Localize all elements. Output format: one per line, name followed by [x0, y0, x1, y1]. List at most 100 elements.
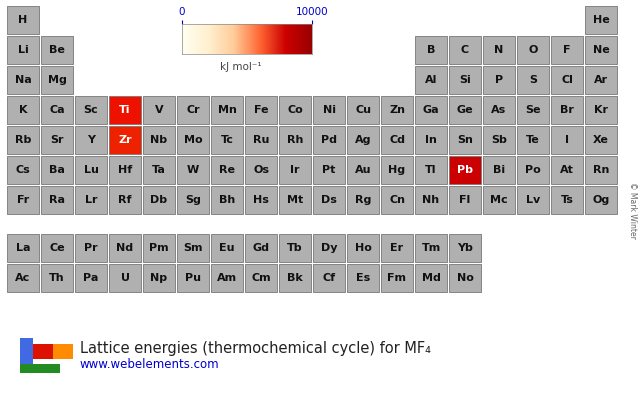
- FancyBboxPatch shape: [517, 96, 549, 124]
- Text: Lr: Lr: [84, 195, 97, 205]
- FancyBboxPatch shape: [415, 186, 447, 214]
- Text: Pu: Pu: [185, 273, 201, 283]
- FancyBboxPatch shape: [143, 234, 175, 262]
- Text: Pt: Pt: [323, 165, 336, 175]
- FancyBboxPatch shape: [75, 234, 107, 262]
- Text: Po: Po: [525, 165, 541, 175]
- Text: Ts: Ts: [561, 195, 573, 205]
- Text: N: N: [494, 45, 504, 55]
- Text: K: K: [19, 105, 28, 115]
- Text: Ca: Ca: [49, 105, 65, 115]
- Text: Au: Au: [355, 165, 371, 175]
- Text: Mn: Mn: [218, 105, 236, 115]
- Text: Mt: Mt: [287, 195, 303, 205]
- Text: Pd: Pd: [321, 135, 337, 145]
- FancyBboxPatch shape: [347, 126, 379, 154]
- Text: Gd: Gd: [253, 243, 269, 253]
- Text: Bi: Bi: [493, 165, 505, 175]
- FancyBboxPatch shape: [449, 234, 481, 262]
- Text: Rb: Rb: [15, 135, 31, 145]
- FancyBboxPatch shape: [517, 126, 549, 154]
- Text: Th: Th: [49, 273, 65, 283]
- Text: Yb: Yb: [457, 243, 473, 253]
- Text: Cs: Cs: [15, 165, 30, 175]
- Text: kJ mol⁻¹: kJ mol⁻¹: [220, 62, 261, 72]
- FancyBboxPatch shape: [211, 234, 243, 262]
- Text: Mc: Mc: [490, 195, 508, 205]
- FancyBboxPatch shape: [381, 234, 413, 262]
- Text: Br: Br: [560, 105, 574, 115]
- Text: Hg: Hg: [388, 165, 406, 175]
- Text: O: O: [528, 45, 538, 55]
- Text: Lv: Lv: [526, 195, 540, 205]
- Text: Db: Db: [150, 195, 168, 205]
- FancyBboxPatch shape: [7, 96, 39, 124]
- FancyBboxPatch shape: [41, 234, 73, 262]
- Text: C: C: [461, 45, 469, 55]
- FancyBboxPatch shape: [347, 234, 379, 262]
- Text: Tb: Tb: [287, 243, 303, 253]
- Text: Ru: Ru: [253, 135, 269, 145]
- Text: Cn: Cn: [389, 195, 405, 205]
- FancyBboxPatch shape: [381, 186, 413, 214]
- FancyBboxPatch shape: [551, 126, 583, 154]
- Text: Dy: Dy: [321, 243, 337, 253]
- Text: La: La: [16, 243, 30, 253]
- Text: Hs: Hs: [253, 195, 269, 205]
- FancyBboxPatch shape: [415, 156, 447, 184]
- FancyBboxPatch shape: [449, 156, 481, 184]
- Text: F: F: [563, 45, 571, 55]
- FancyBboxPatch shape: [143, 156, 175, 184]
- FancyBboxPatch shape: [75, 156, 107, 184]
- Bar: [20, 338, 33, 364]
- Text: W: W: [187, 165, 199, 175]
- FancyBboxPatch shape: [245, 156, 277, 184]
- FancyBboxPatch shape: [211, 156, 243, 184]
- Text: Er: Er: [390, 243, 404, 253]
- Text: Al: Al: [425, 75, 437, 85]
- FancyBboxPatch shape: [177, 156, 209, 184]
- Text: Lattice energies (thermochemical cycle) for MF₄: Lattice energies (thermochemical cycle) …: [80, 340, 431, 356]
- Text: Be: Be: [49, 45, 65, 55]
- FancyBboxPatch shape: [211, 126, 243, 154]
- Text: Si: Si: [459, 75, 471, 85]
- Text: Mg: Mg: [47, 75, 67, 85]
- FancyBboxPatch shape: [279, 156, 311, 184]
- Text: Cl: Cl: [561, 75, 573, 85]
- Text: U: U: [120, 273, 129, 283]
- FancyBboxPatch shape: [585, 36, 617, 64]
- FancyBboxPatch shape: [177, 234, 209, 262]
- Text: Sg: Sg: [185, 195, 201, 205]
- FancyBboxPatch shape: [41, 66, 73, 94]
- Text: Es: Es: [356, 273, 370, 283]
- Text: Lu: Lu: [84, 165, 99, 175]
- Text: Fm: Fm: [387, 273, 406, 283]
- FancyBboxPatch shape: [143, 126, 175, 154]
- FancyBboxPatch shape: [177, 126, 209, 154]
- FancyBboxPatch shape: [109, 156, 141, 184]
- FancyBboxPatch shape: [7, 6, 39, 34]
- FancyBboxPatch shape: [279, 264, 311, 292]
- Text: Rg: Rg: [355, 195, 371, 205]
- Text: Cm: Cm: [251, 273, 271, 283]
- FancyBboxPatch shape: [245, 234, 277, 262]
- FancyBboxPatch shape: [585, 96, 617, 124]
- FancyBboxPatch shape: [7, 234, 39, 262]
- Text: Rf: Rf: [118, 195, 132, 205]
- FancyBboxPatch shape: [449, 126, 481, 154]
- FancyBboxPatch shape: [245, 96, 277, 124]
- FancyBboxPatch shape: [517, 186, 549, 214]
- Text: Nb: Nb: [150, 135, 168, 145]
- FancyBboxPatch shape: [517, 66, 549, 94]
- FancyBboxPatch shape: [313, 156, 345, 184]
- FancyBboxPatch shape: [347, 156, 379, 184]
- Text: Cf: Cf: [323, 273, 335, 283]
- Text: Cu: Cu: [355, 105, 371, 115]
- Text: Ta: Ta: [152, 165, 166, 175]
- FancyBboxPatch shape: [109, 264, 141, 292]
- Text: Ne: Ne: [593, 45, 609, 55]
- Text: P: P: [495, 75, 503, 85]
- FancyBboxPatch shape: [551, 156, 583, 184]
- FancyBboxPatch shape: [41, 126, 73, 154]
- Text: Pm: Pm: [149, 243, 169, 253]
